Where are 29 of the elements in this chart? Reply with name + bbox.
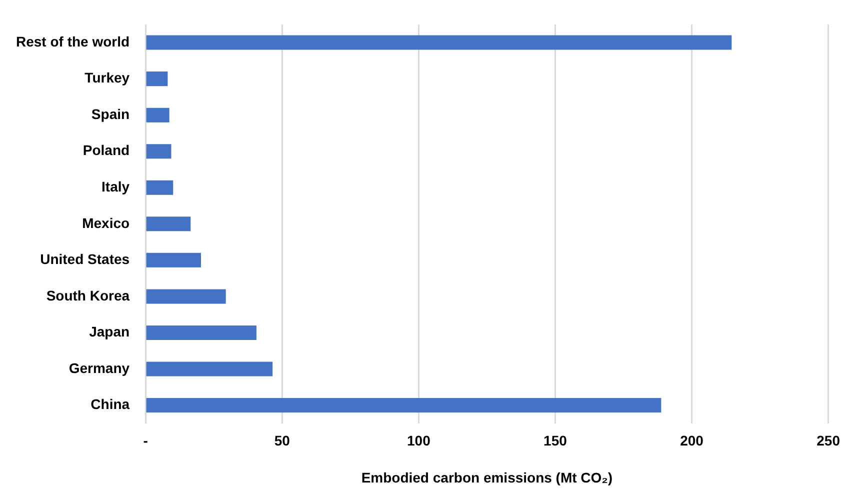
x-tick-label: 150 [544, 432, 568, 449]
y-tick-label: Germany [68, 360, 130, 376]
bar [146, 216, 191, 232]
bar [146, 252, 201, 268]
y-tick-label: Japan [89, 324, 130, 340]
x-axis-title: Embodied carbon emissions (Mt CO₂) [361, 469, 613, 486]
bar [146, 144, 172, 159]
y-tick-label: South Korea [46, 287, 130, 304]
bar [146, 325, 256, 340]
x-tick-label: 100 [406, 432, 431, 449]
x-tick-label: 250 [816, 432, 840, 449]
y-tick-label: Spain [91, 106, 130, 122]
x-tick-label: - [143, 432, 148, 449]
y-tick-label: Turkey [84, 70, 130, 86]
bar [146, 362, 273, 376]
y-tick-label: Poland [82, 142, 130, 158]
bar [146, 180, 174, 195]
bar [146, 72, 168, 86]
x-tick-label: 50 [274, 432, 290, 449]
y-tick-label: China [90, 396, 130, 412]
bar [146, 35, 732, 50]
bar [146, 108, 170, 122]
y-tick-label: Rest of the world [16, 33, 130, 50]
y-tick-label: Mexico [82, 214, 130, 231]
y-tick-label: United States [40, 251, 130, 268]
x-tick-label: 200 [680, 432, 704, 449]
bar [146, 289, 226, 304]
y-tick-label: Italy [102, 178, 130, 194]
bar [146, 398, 662, 413]
